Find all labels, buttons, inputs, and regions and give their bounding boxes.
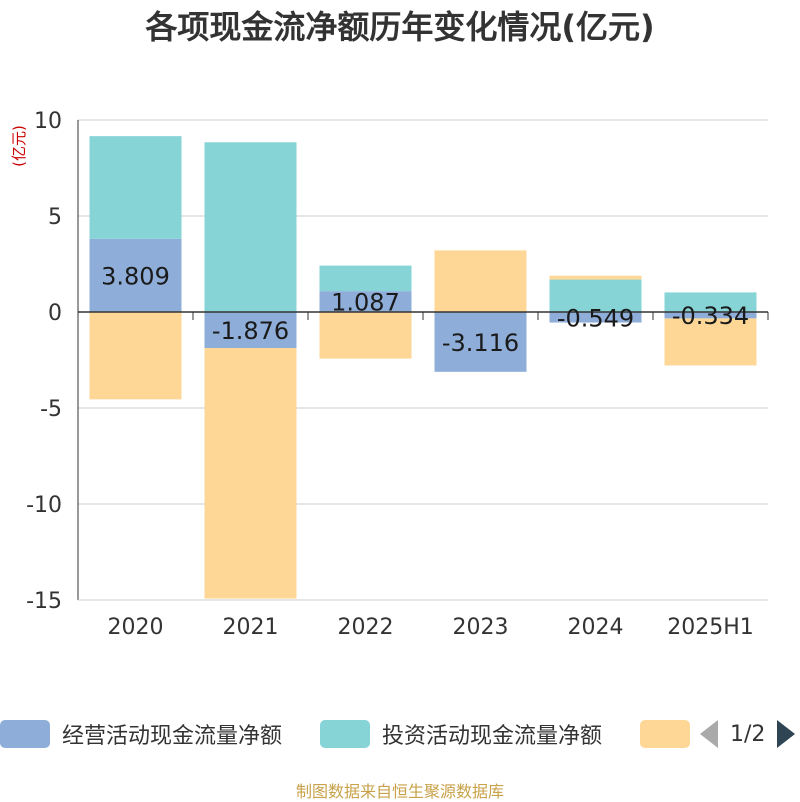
chart-title: 各项现金流净额历年变化情况(亿元): [145, 8, 655, 46]
legend-prev-page-icon[interactable]: [700, 720, 718, 748]
grid-lines: [78, 119, 768, 601]
x-tick-label: 2021: [223, 615, 279, 640]
data-label-2024: -0.549: [557, 304, 634, 332]
axes: 10 5 0 -5 -10 -15 2020 2021 2022 2023 2024 2025H1: [26, 109, 769, 640]
bar-series1-2021: [204, 142, 297, 312]
source-note: 制图数据来自恒生聚源数据库: [295, 782, 504, 801]
bar-series1-2022: [319, 265, 412, 292]
y-tick-label: -15: [26, 589, 62, 614]
bar-series0-2021: [204, 312, 297, 349]
y-tick-label: -10: [26, 493, 62, 518]
legend-item-investing[interactable]: 投资活动现金流量净额: [320, 716, 602, 752]
x-tick-label: 2020: [108, 615, 164, 640]
legend: 经营活动现金流量净额 投资活动现金流量净额 1/2: [0, 716, 800, 752]
data-label-2023: -3.116: [442, 329, 519, 357]
bar-series2-2021: [204, 348, 297, 599]
legend-swatch-operating: [0, 720, 50, 748]
bar-series0-2020: [89, 238, 182, 312]
data-label-2022: 1.087: [331, 289, 400, 317]
legend-next-page-icon[interactable]: [777, 720, 796, 748]
bar-series1-2024: [549, 279, 642, 312]
data-label-2021: -1.876: [212, 317, 289, 345]
bar-series2-2023: [434, 250, 527, 312]
x-tick-label: 2024: [568, 615, 624, 640]
bar-series0-2022: [319, 291, 412, 312]
legend-swatch-investing: [320, 720, 370, 748]
legend-swatch-third: [640, 720, 690, 748]
y-axis-unit-label: (亿元): [10, 125, 28, 167]
x-tick-label: 2023: [453, 615, 509, 640]
legend-label-operating: 经营活动现金流量净额: [62, 724, 283, 749]
y-tick-label: 0: [48, 301, 62, 326]
y-tick-label: 10: [34, 109, 62, 134]
legend-item-third[interactable]: [640, 716, 702, 752]
bar-series1-2020: [89, 136, 182, 239]
bar-chart: 10 5 0 -5 -10 -15 2020 2021 2022 2023 2024 2025H1 3…: [10, 109, 769, 640]
data-labels: 3.809 -1.876 1.087 -3.116 -0.549 -0.334: [101, 262, 749, 356]
x-tick-label: 2025H1: [667, 615, 754, 640]
legend-label-investing: 投资活动现金流量净额: [382, 724, 603, 749]
bar-series0-2024: [549, 312, 642, 323]
legend-page-indicator: 1/2: [730, 721, 766, 747]
bar-series2-2020: [89, 312, 182, 400]
y-tick-label: -5: [40, 397, 62, 422]
bar-series1-2025H1: [664, 292, 757, 312]
x-tick-label: 2022: [338, 615, 394, 640]
bar-series2-2022: [319, 312, 412, 359]
bars: [89, 136, 757, 599]
bar-series2-2024: [549, 275, 642, 280]
bar-series0-2025H1: [664, 312, 757, 319]
data-label-2020: 3.809: [101, 262, 170, 290]
bar-series2-2025H1: [664, 318, 757, 366]
data-label-2025H1: -0.334: [672, 302, 749, 330]
bar-series0-2023: [434, 312, 527, 372]
legend-pager: 1/2: [700, 716, 796, 752]
y-tick-label: 5: [48, 205, 62, 230]
legend-item-operating[interactable]: 经营活动现金流量净额: [0, 716, 282, 752]
